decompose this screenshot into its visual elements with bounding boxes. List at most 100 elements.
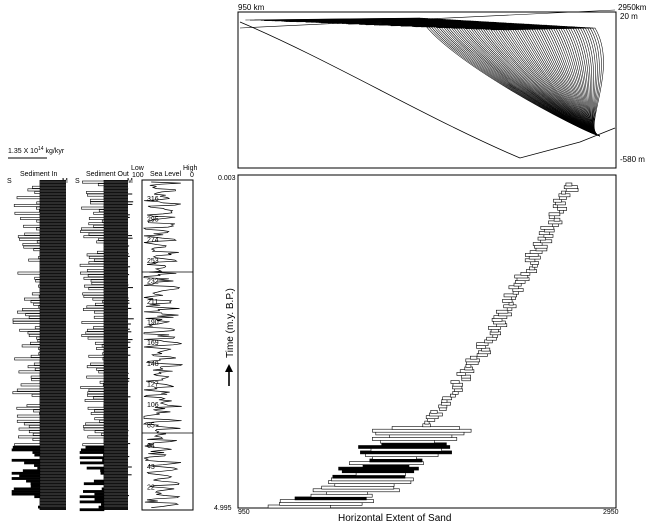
sediment-bar [11,458,41,462]
sand-x-left: 950 [238,509,250,516]
clinoform-line [335,21,601,137]
sediment-bar [88,354,105,358]
clinoform-line [265,18,601,137]
sediment-bar [101,432,105,436]
sediment-bar [38,505,41,509]
sediment-bar [97,250,105,254]
sediment-bar [87,336,105,340]
sediment-bar [24,461,41,465]
sediment-bar [79,508,105,512]
sediment-bar [93,224,105,228]
sediment-bar [93,310,105,314]
sediment-bar [93,315,105,319]
sediment-bar [98,370,105,374]
sediment-bar [86,253,105,257]
sediment-bar [23,422,41,426]
sediment-bar [33,409,41,413]
cross-section-right-label: 2950km [618,3,647,12]
sediment-bar [84,284,105,288]
sand-y-top: 0.003 [218,175,236,182]
clinoform-line [336,21,601,137]
sediment-bar [79,456,105,460]
sea-level-tick-label: 169 [147,340,159,347]
sediment-bar [88,388,105,392]
sediment-bar [85,331,105,335]
sand-box [532,242,543,246]
sediment-bar [79,263,105,267]
sediment-bar [79,451,105,454]
sediment-bar [86,269,105,272]
sediment-bar [88,232,105,236]
sediment-bar [83,276,105,280]
sediment-bar [90,201,105,205]
sand-box [553,198,562,203]
sediment-out-title: Sediment Out [86,171,129,178]
sediment-bar [19,237,41,241]
sediment-bar [34,453,41,457]
sand-box [540,239,553,244]
sediment-bar [30,354,41,358]
sediment-bar [82,308,105,311]
sand-y-bottom: 4.995 [214,505,232,512]
sediment-bar [87,406,105,410]
clinoform-lines [239,9,616,159]
sediment-bar [85,422,105,426]
sediment-bar [88,217,105,220]
sediment-bar [19,328,41,332]
sediment-bar [23,245,41,249]
sediment-bar [92,297,105,301]
clinoform-line [281,18,601,137]
sediment-bar [83,490,105,493]
time-arrow [225,364,233,386]
sand-x-label: Horizontal Extent of Sand [338,513,451,522]
sediment-bar [34,367,41,371]
sediment-bar [83,427,105,431]
sediment-bar [34,326,41,330]
sediment-bar [88,261,105,265]
sediment-bar [96,347,105,350]
sediment-bar [81,227,105,231]
sediment-bar [18,435,41,439]
sediment-bar [102,300,105,304]
sand-x-right: 2950 [603,509,619,516]
sea-level-curve [142,181,183,508]
sediment-bar [90,412,105,415]
sediment-bar [37,339,41,343]
sediment-bar [88,222,105,226]
sediment-bar [31,292,41,296]
sand-box [495,309,509,314]
sand-box [565,182,573,187]
sand-box [553,217,561,222]
sediment-bar [88,256,105,259]
sediment-bar [87,391,105,395]
sediment-bar [30,300,41,304]
clinoform-line [327,20,601,137]
sand-box [503,293,517,298]
sediment-bar [26,404,41,408]
sediment-bar [30,482,41,486]
sediment-bar [27,331,41,335]
sand-box [561,190,566,195]
sediment-bar [11,490,41,493]
sediment-bar [38,295,41,298]
sea-level-tick-label: 106 [147,402,159,409]
sediment-bar [28,334,41,337]
sediment-out-s-tag: S [75,178,80,185]
sediment-bar [87,274,105,278]
sediment-bar [102,352,105,356]
sediment-bar [82,180,105,184]
sediment-bar [26,479,41,483]
sediment-bar [100,469,105,473]
sediment-bar [34,191,41,194]
sediment-bar [94,341,105,345]
sediment-bar [34,276,41,280]
sediment-bar [79,500,105,504]
clinoform-line [264,18,601,137]
clinoform-line [315,20,601,137]
sediment-bar [25,313,41,317]
sediment-bar [96,240,105,244]
sand-box [442,396,453,401]
sediment-bar [22,243,41,246]
sand-box [450,380,460,384]
cross-section-top-depth: 20 m [620,12,638,21]
